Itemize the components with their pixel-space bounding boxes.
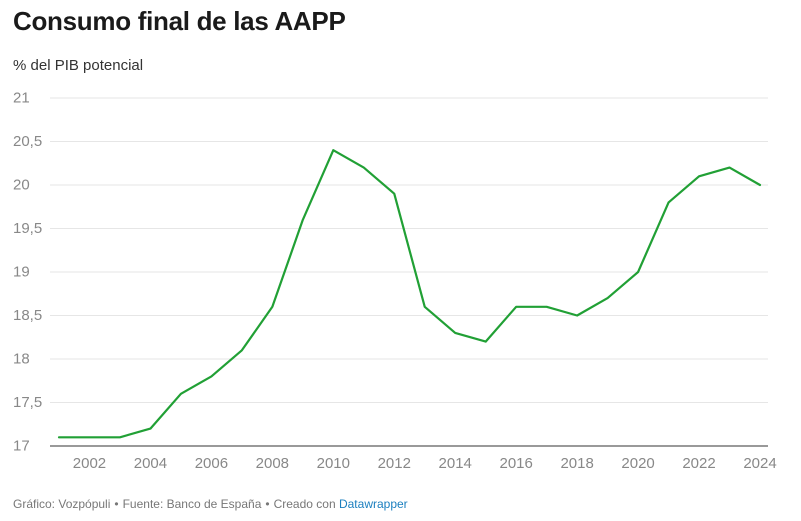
- y-tick-label: 19: [13, 264, 30, 281]
- chart-title: Consumo final de las AAPP: [13, 6, 346, 36]
- y-axis-labels: 17 17,5 18 18,5 19 19,5 20 20,5 21: [13, 90, 42, 455]
- y-tick-label: 17: [13, 438, 30, 455]
- footer-separator: •: [114, 497, 119, 511]
- x-tick-label: 2008: [256, 455, 289, 472]
- data-point[interactable]: [574, 313, 580, 319]
- x-tick-label: 2004: [134, 455, 167, 472]
- chart-footer: Gráfico: Vozpópuli • Fuente: Banco de Espa…: [13, 497, 408, 511]
- grid-layer: [50, 97, 768, 403]
- x-axis-labels: 2002 2004 2006 2008 2010 2012 2014 2016 2018 2020…: [73, 455, 777, 472]
- data-point[interactable]: [696, 173, 702, 179]
- chart-subtitle: % del PIB potencial: [13, 57, 144, 74]
- data-point[interactable]: [635, 269, 641, 275]
- data-point[interactable]: [178, 391, 184, 397]
- y-tick-label: 20,5: [13, 133, 42, 150]
- data-point[interactable]: [513, 304, 519, 310]
- data-point[interactable]: [544, 304, 550, 310]
- data-point[interactable]: [239, 347, 245, 353]
- data-point[interactable]: [86, 434, 92, 440]
- datawrapper-link[interactable]: Datawrapper: [338, 497, 408, 511]
- data-point[interactable]: [269, 304, 275, 310]
- footer-source: Fuente: Banco de España: [122, 497, 262, 511]
- data-point[interactable]: [757, 182, 763, 188]
- data-point[interactable]: [147, 426, 153, 432]
- y-tick-label: 18,5: [13, 307, 42, 324]
- series-line: [57, 149, 762, 439]
- data-point[interactable]: [56, 434, 62, 440]
- data-point[interactable]: [330, 147, 336, 153]
- x-tick-label: 2006: [195, 455, 228, 472]
- x-tick-label: 2002: [73, 455, 106, 472]
- x-tick-label: 2022: [682, 455, 715, 472]
- x-tick-label: 2018: [560, 455, 593, 472]
- data-point[interactable]: [727, 165, 733, 171]
- data-point[interactable]: [605, 295, 611, 301]
- data-point[interactable]: [391, 191, 397, 197]
- data-point[interactable]: [452, 330, 458, 336]
- x-tick-label: 2010: [317, 455, 350, 472]
- data-point[interactable]: [117, 434, 123, 440]
- footer-created-with: Creado con: [273, 497, 336, 511]
- data-point[interactable]: [208, 373, 214, 379]
- data-point[interactable]: [422, 304, 428, 310]
- series-layer: [56, 147, 763, 440]
- y-tick-label: 19,5: [13, 220, 42, 237]
- x-tick-label: 2024: [743, 455, 776, 472]
- x-tick-label: 2020: [621, 455, 654, 472]
- data-point[interactable]: [483, 339, 489, 345]
- x-tick-label: 2016: [499, 455, 532, 472]
- data-point[interactable]: [300, 217, 306, 223]
- data-point[interactable]: [361, 165, 367, 171]
- x-tick-label: 2012: [378, 455, 411, 472]
- footer-separator: •: [265, 497, 270, 511]
- y-tick-label: 18: [13, 351, 30, 368]
- y-tick-label: 17,5: [13, 394, 42, 411]
- y-tick-label: 21: [13, 90, 30, 107]
- data-point[interactable]: [666, 199, 672, 205]
- x-tick-label: 2014: [439, 455, 472, 472]
- y-tick-label: 20: [13, 177, 30, 194]
- footer-graphic-credit: Gráfico: Vozpópuli: [13, 497, 111, 511]
